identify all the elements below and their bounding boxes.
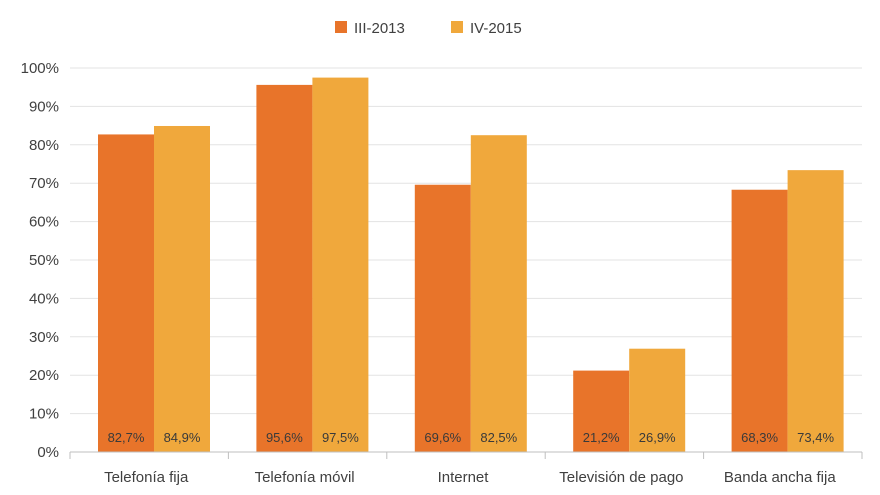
x-axis: Telefonía fija Telefonía móvil Internet Tel… (69, 451, 863, 486)
bar-iv-2015 (312, 77, 369, 452)
bar-iv-2015 (470, 135, 527, 452)
y-tick-label: 100% (21, 60, 59, 77)
y-tick-label: 0% (37, 444, 59, 461)
legend-label-1: III-2013 (354, 20, 405, 37)
bar-iv-2015 (787, 170, 844, 453)
y-tick-label: 40% (29, 290, 59, 307)
data-label: 82,7% (108, 430, 145, 445)
data-label: 73,4% (797, 430, 834, 445)
y-tick-label: 20% (29, 367, 59, 384)
legend-label-2: IV-2015 (470, 20, 522, 37)
x-category-label: Internet (438, 469, 490, 486)
x-category-label: Banda ancha fija (724, 469, 836, 486)
y-tick-label: 10% (29, 406, 59, 423)
y-tick-label: 50% (29, 252, 59, 269)
bar-iii-2013 (256, 84, 313, 453)
y-tick-label: 80% (29, 137, 59, 154)
bar-iii-2013 (414, 184, 471, 452)
y-tick-label: 70% (29, 175, 59, 192)
bar-iv-2015 (629, 348, 686, 452)
data-label: 95,6% (266, 430, 303, 445)
legend: III-2013 IV-2015 (335, 20, 522, 37)
x-category-label: Telefonía móvil (255, 469, 355, 486)
data-label: 82,5% (480, 430, 517, 445)
y-tick-label: 60% (29, 214, 59, 231)
legend-swatch-2 (451, 21, 463, 33)
data-label: 26,9% (639, 430, 676, 445)
data-label: 97,5% (322, 430, 359, 445)
bar-iii-2013 (98, 134, 154, 452)
data-label: 69,6% (424, 430, 461, 445)
data-label: 68,3% (741, 430, 778, 445)
bar-iii-2013 (731, 189, 788, 452)
bar-iii-2013 (573, 370, 630, 452)
y-axis: 0% 10% 20% 30% 40% 50% 60% 70% 80% 90% 100% (21, 60, 59, 461)
bars (98, 77, 844, 453)
data-labels: 82,7% 84,9% 95,6% 97,5% 69,6% 82,5% 21,2% 26,9%… (108, 430, 835, 445)
y-tick-label: 30% (29, 329, 59, 346)
x-category-label: Televisión de pago (559, 469, 683, 486)
legend-swatch-1 (335, 21, 347, 33)
y-tick-label: 90% (29, 98, 59, 115)
data-label: 21,2% (583, 430, 620, 445)
data-label: 84,9% (164, 430, 201, 445)
x-category-label: Telefonía fija (104, 469, 189, 486)
bar-iv-2015 (154, 125, 210, 452)
